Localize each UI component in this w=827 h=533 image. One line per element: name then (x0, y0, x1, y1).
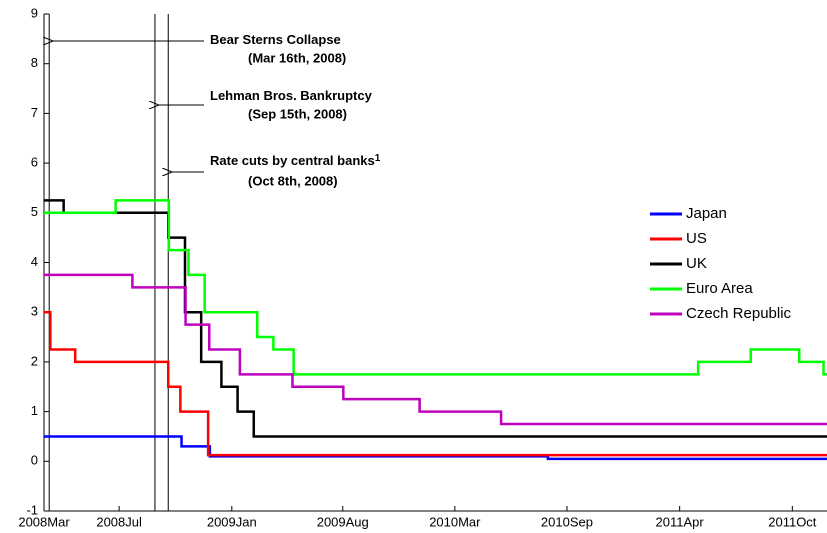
y-tick-label: 9 (31, 5, 38, 20)
y-tick-label: 5 (31, 204, 38, 219)
legend-label: US (686, 230, 707, 247)
annotation-date: (Sep 15th, 2008) (248, 106, 347, 121)
annotation-sup: 1 (375, 153, 381, 164)
x-tick-label: 2011Apr (656, 514, 705, 529)
annotation-title: Rate cuts by central banks (210, 153, 375, 168)
y-tick-label: 1 (31, 403, 38, 418)
annotation-date: (Oct 8th, 2008) (248, 173, 338, 188)
legend-label: Czech Republic (686, 305, 792, 322)
annotation-text: Bear Sterns Collapse (210, 32, 341, 47)
x-tick-label: 2011Oct (768, 514, 817, 529)
y-tick-label: 0 (31, 453, 38, 468)
x-tick-label: 2008Mar (18, 514, 70, 529)
x-tick-label: 2009Jan (207, 514, 257, 529)
x-tick-label: 2009Aug (317, 514, 369, 529)
y-tick-label: 8 (31, 55, 38, 70)
series-line (44, 310, 827, 457)
y-tick-label: 3 (31, 304, 38, 319)
series-line (44, 199, 827, 376)
annotation-text: Lehman Bros. Bankruptcy (210, 88, 373, 103)
annotation-date: (Mar 16th, 2008) (248, 50, 346, 65)
annotation-text: Rate cuts by central banks1 (210, 153, 381, 169)
annotation-title: Lehman Bros. Bankruptcy (210, 88, 373, 103)
annotation-title: Bear Sterns Collapse (210, 32, 341, 47)
legend-label: Euro Area (686, 280, 753, 297)
y-tick-label: 4 (31, 254, 38, 269)
x-tick-label: 2010Mar (429, 514, 481, 529)
x-tick-label: 2010Sep (541, 514, 593, 529)
legend-label: Japan (686, 205, 727, 222)
series-line (44, 435, 827, 461)
y-tick-label: 7 (31, 105, 38, 120)
legend-label: UK (686, 255, 707, 272)
series-line (44, 273, 827, 426)
y-tick-label: 2 (31, 353, 38, 368)
y-tick-label: -1 (26, 502, 38, 517)
y-tick-label: 6 (31, 155, 38, 170)
x-tick-label: 2008Jul (96, 514, 142, 529)
